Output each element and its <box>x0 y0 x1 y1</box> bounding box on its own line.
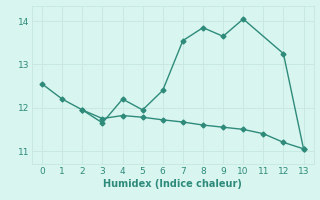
X-axis label: Humidex (Indice chaleur): Humidex (Indice chaleur) <box>103 179 242 189</box>
